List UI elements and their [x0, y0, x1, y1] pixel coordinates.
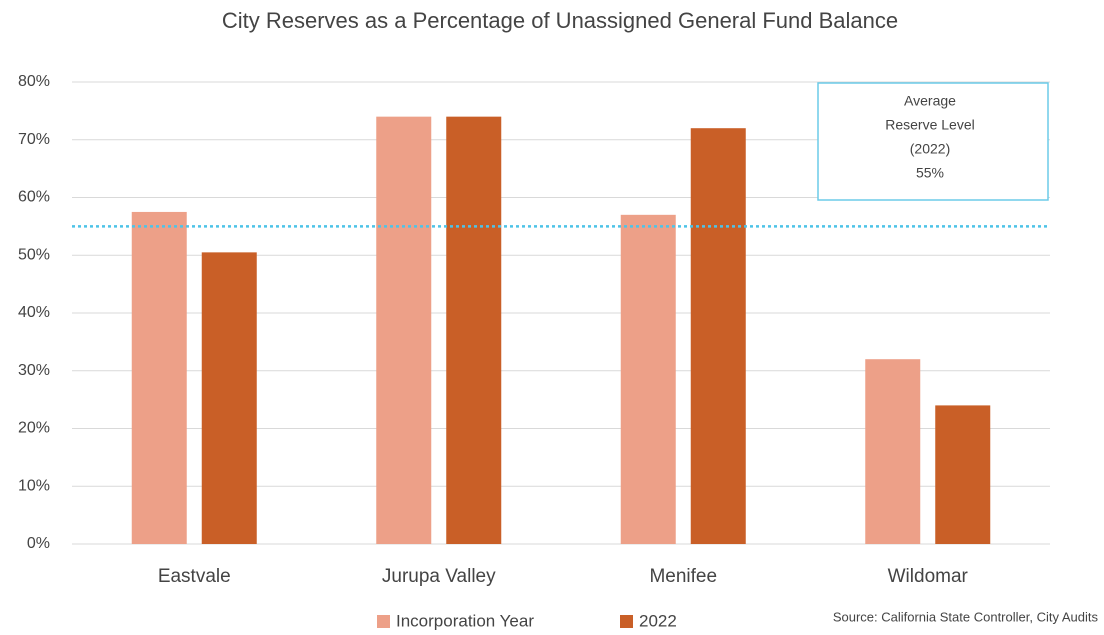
annotation-text: Average: [904, 93, 956, 109]
y-tick-label: 0%: [27, 535, 50, 552]
y-tick-label: 80%: [18, 73, 50, 90]
y-tick-label: 60%: [18, 189, 50, 206]
x-tick-label: Eastvale: [158, 566, 231, 587]
bar: [865, 359, 921, 544]
y-tick-label: 30%: [18, 362, 50, 379]
legend-label: Incorporation Year: [396, 611, 534, 630]
bar: [446, 116, 502, 545]
y-tick-label: 20%: [18, 420, 50, 437]
annotation-text: Reserve Level: [885, 117, 975, 133]
source: Source: California State Controller, Cit…: [833, 609, 1099, 624]
y-tick-label: 70%: [18, 131, 50, 148]
annotation-text: 55%: [916, 165, 944, 181]
bar: [201, 252, 257, 545]
bar: [376, 116, 432, 545]
bar: [131, 211, 187, 544]
bar: [935, 405, 991, 544]
x-tick-label: Wildomar: [888, 566, 969, 587]
legend-swatch: [620, 615, 633, 628]
annotation-text: (2022): [910, 141, 950, 157]
x-tick-label: Menifee: [649, 566, 717, 587]
legend-swatch: [377, 615, 390, 628]
bar: [690, 128, 746, 544]
y-tick-label: 50%: [18, 246, 50, 263]
annotation-box: [817, 82, 1049, 201]
legend-label: 2022: [639, 611, 677, 630]
x-tick-label: Jurupa Valley: [382, 566, 496, 587]
bar: [620, 214, 676, 544]
y-tick-label: 40%: [18, 304, 50, 321]
y-tick-label: 10%: [18, 477, 50, 494]
chart-title: City Reserves as a Percentage of Unassig…: [222, 8, 898, 33]
